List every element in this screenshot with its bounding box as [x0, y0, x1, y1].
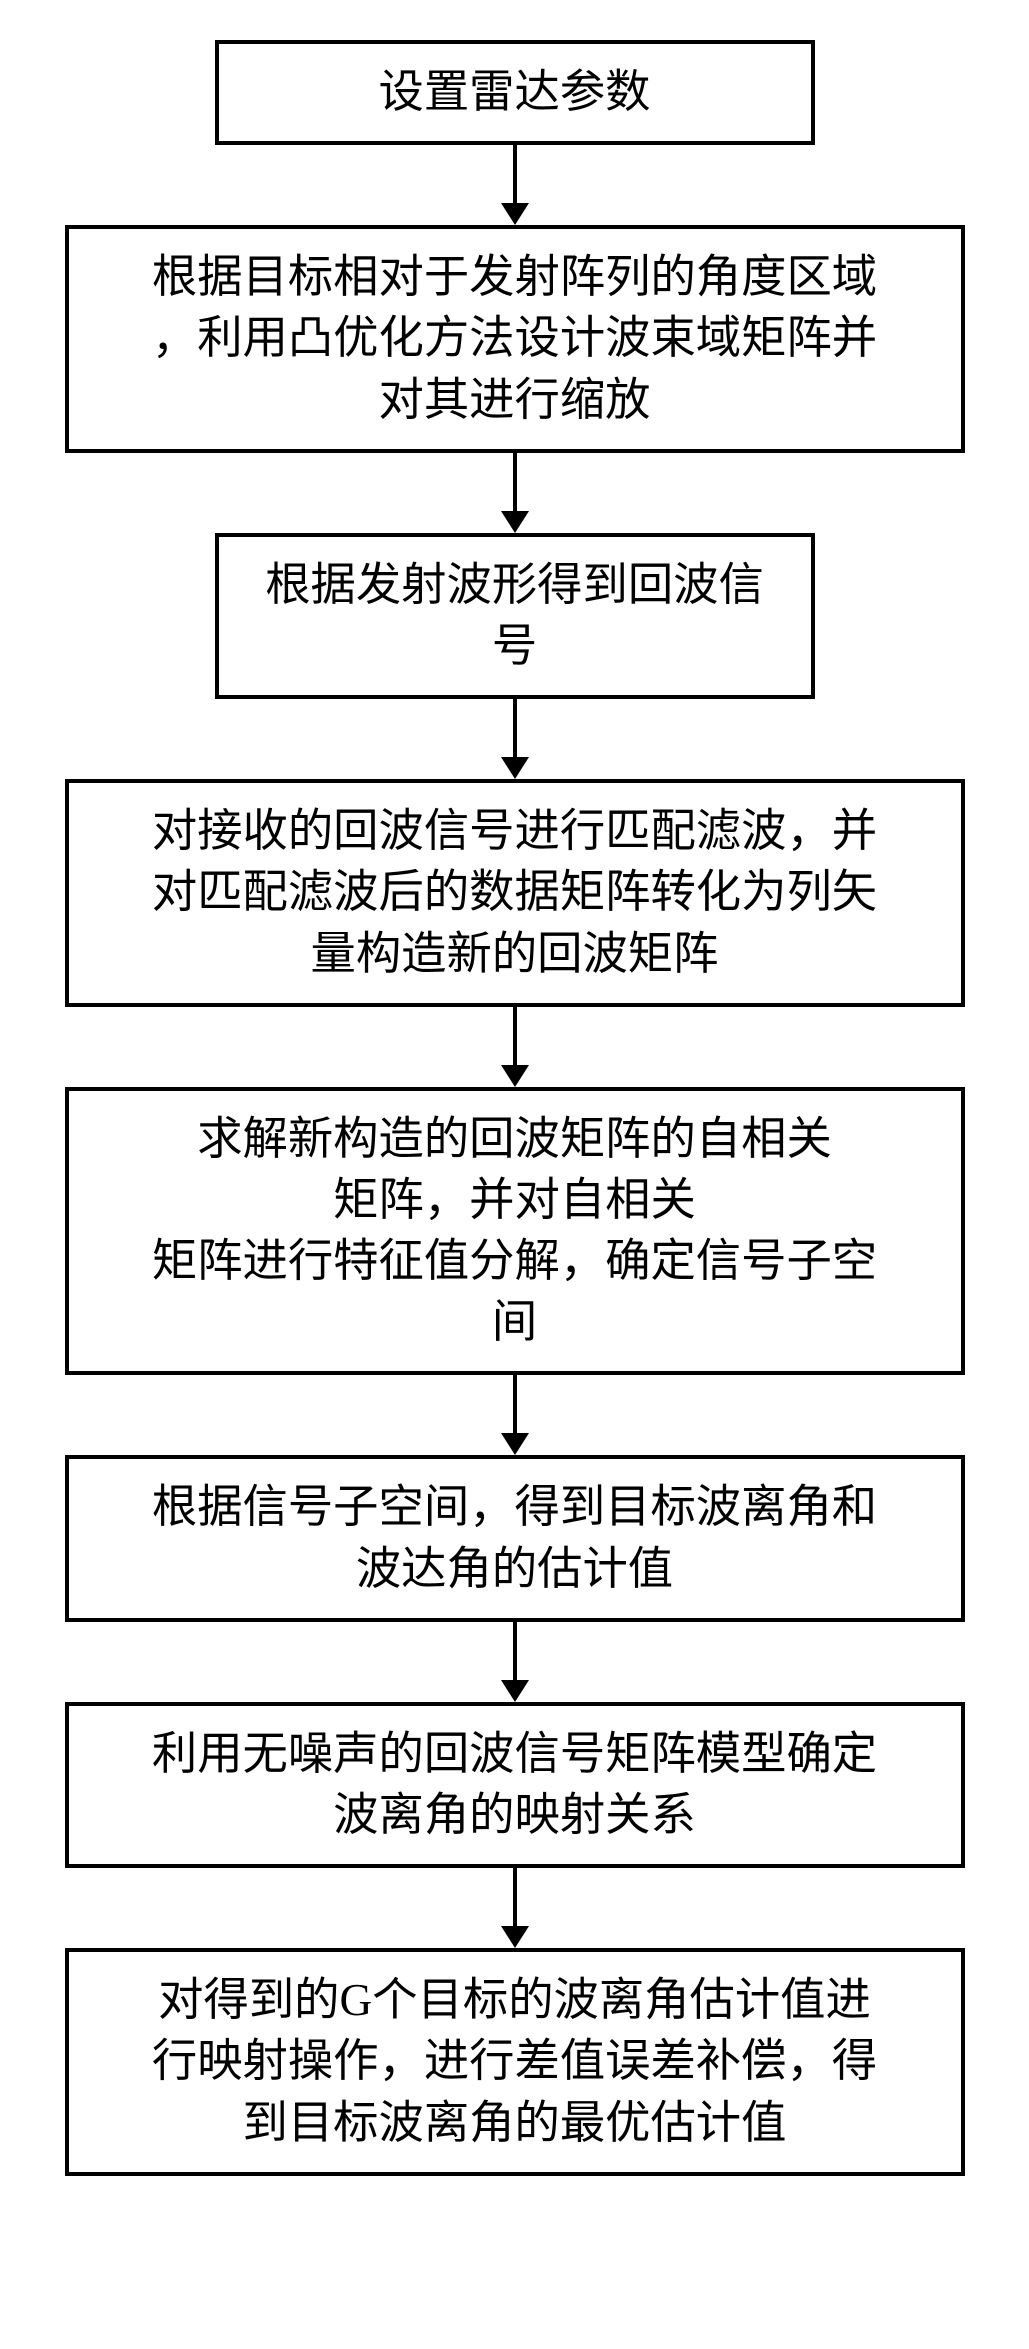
flow-step-6: 根据信号子空间，得到目标波离角和 波达角的估计值 [65, 1455, 965, 1621]
step-text: 行映射操作，进行差值误差补偿，得 [152, 2031, 877, 2092]
step-text: 根据发射波形得到回波信号 [247, 555, 783, 677]
step-text: 根据目标相对于发射阵列的角度区域 [152, 247, 877, 308]
step-text: 对匹配滤波后的数据矩阵转化为列矢 [152, 862, 877, 923]
flow-arrow [501, 699, 529, 779]
step-text: 对其进行缩放 [152, 370, 877, 431]
step-text: ，利用凸优化方法设计波束域矩阵并 [152, 308, 877, 369]
flow-step-7: 利用无噪声的回波信号矩阵模型确定 波离角的映射关系 [65, 1702, 965, 1868]
step-text: 根据信号子空间，得到目标波离角和 [152, 1477, 877, 1538]
flowchart-container: 设置雷达参数 根据目标相对于发射阵列的角度区域 ，利用凸优化方法设计波束域矩阵并… [60, 40, 969, 2176]
step-text: 对得到的G个目标的波离角估计值进 [152, 1970, 877, 2031]
flow-arrow [501, 145, 529, 225]
step-text: 求解新构造的回波矩阵的自相关 [152, 1109, 877, 1170]
step-text: 到目标波离角的最优估计值 [152, 2093, 877, 2154]
flow-step-3: 根据发射波形得到回波信号 [215, 533, 815, 699]
step-text: 波离角的映射关系 [152, 1785, 877, 1846]
step-text: 对接收的回波信号进行匹配滤波，并 [152, 801, 877, 862]
flow-step-2: 根据目标相对于发射阵列的角度区域 ，利用凸优化方法设计波束域矩阵并 对其进行缩放 [65, 225, 965, 453]
step-text: 间 [152, 1292, 877, 1353]
flow-step-1: 设置雷达参数 [215, 40, 815, 145]
step-text: 矩阵，并对自相关 [152, 1170, 877, 1231]
flow-step-4: 对接收的回波信号进行匹配滤波，并 对匹配滤波后的数据矩阵转化为列矢 量构造新的回… [65, 779, 965, 1007]
flow-arrow [501, 453, 529, 533]
step-text: 设置雷达参数 [379, 62, 651, 123]
flow-arrow [501, 1007, 529, 1087]
flow-arrow [501, 1868, 529, 1948]
flow-step-5: 求解新构造的回波矩阵的自相关 矩阵，并对自相关 矩阵进行特征值分解，确定信号子空… [65, 1087, 965, 1376]
flow-arrow [501, 1622, 529, 1702]
step-text: 波达角的估计值 [152, 1539, 877, 1600]
flow-step-8: 对得到的G个目标的波离角估计值进 行映射操作，进行差值误差补偿，得 到目标波离角… [65, 1948, 965, 2176]
step-text: 量构造新的回波矩阵 [152, 924, 877, 985]
step-text: 矩阵进行特征值分解，确定信号子空 [152, 1231, 877, 1292]
flow-arrow [501, 1375, 529, 1455]
step-text: 利用无噪声的回波信号矩阵模型确定 [152, 1724, 877, 1785]
